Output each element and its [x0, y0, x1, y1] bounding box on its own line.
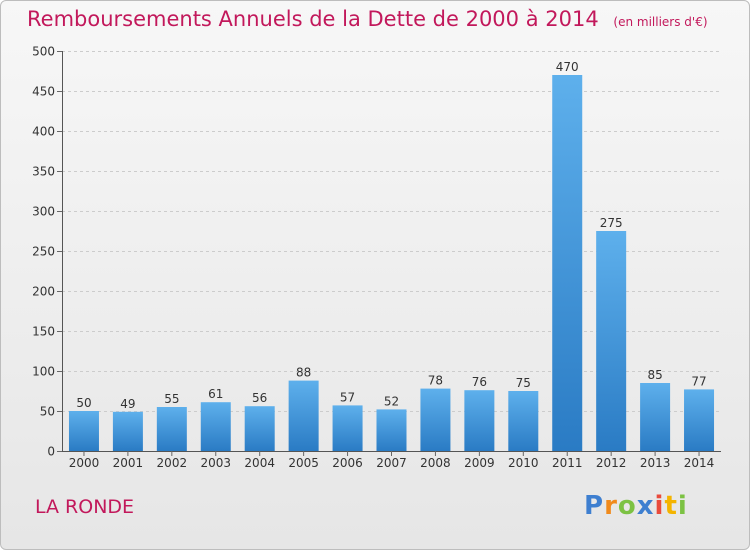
bar-value-label: 470: [556, 60, 579, 74]
x-tick-label: 2003: [200, 456, 231, 470]
bar-2010: [508, 391, 539, 451]
x-tick-label: 2010: [508, 456, 539, 470]
bar-value-label: 49: [120, 397, 135, 411]
bar-2007: [376, 409, 407, 451]
x-tick-label: 2004: [244, 456, 275, 470]
x-tick-label: 2001: [113, 456, 144, 470]
chart-unit: (en milliers d'€): [613, 15, 708, 29]
x-tick-label: 2002: [157, 456, 188, 470]
y-tick-label: 400: [32, 125, 55, 139]
logo-letter: t: [664, 491, 678, 521]
bar-2005: [288, 380, 319, 451]
bar-value-label: 85: [647, 368, 662, 382]
y-tick-label: 50: [40, 405, 55, 419]
bar-value-label: 56: [252, 391, 267, 405]
labels-layer: 0 50 100 150 200 250 300 350 400 450 500 50 2000 49 20…: [32, 45, 714, 471]
bar-value-label: 77: [691, 374, 706, 388]
bar-value-label: 76: [472, 375, 487, 389]
bar-2013: [640, 383, 671, 451]
bar-2012: [596, 231, 627, 451]
bar-2008: [420, 388, 451, 451]
x-tick-label: 2000: [69, 456, 100, 470]
bar-2000: [68, 411, 99, 451]
bar-value-label: 50: [76, 396, 91, 410]
logo-letter: i: [654, 491, 665, 521]
x-tick-label: 2008: [420, 456, 451, 470]
bar-value-label: 57: [340, 390, 355, 404]
y-tick-label: 500: [32, 45, 55, 59]
logo-letter: o: [617, 491, 637, 521]
x-tick-label: 2011: [552, 456, 583, 470]
y-tick-label: 450: [32, 85, 55, 99]
x-tick-label: 2005: [288, 456, 319, 470]
bar-value-label: 78: [428, 374, 443, 388]
bar-value-label: 61: [208, 387, 223, 401]
logo-letter: r: [604, 491, 618, 521]
y-tick-label: 350: [32, 165, 55, 179]
bar-value-label: 275: [600, 216, 623, 230]
logo-letter: x: [636, 491, 655, 521]
y-tick-label: 150: [32, 325, 55, 339]
x-tick-label: 2006: [332, 456, 363, 470]
x-tick-label: 2009: [464, 456, 495, 470]
bar-2001: [112, 411, 143, 451]
y-tick-label: 100: [32, 365, 55, 379]
logo-letter: P: [584, 491, 605, 521]
y-tick-label: 250: [32, 245, 55, 259]
logo-letter: i: [677, 491, 688, 521]
grid-layer: [57, 51, 721, 456]
bar-2002: [156, 407, 187, 451]
x-tick-label: 2012: [596, 456, 627, 470]
y-tick-label: 300: [32, 205, 55, 219]
bar-2006: [332, 405, 363, 451]
bars-layer: [68, 75, 715, 451]
x-tick-label: 2007: [376, 456, 407, 470]
town-name: LA RONDE: [35, 496, 135, 518]
chart-title: Remboursements Annuels de la Dette de 20…: [27, 7, 708, 31]
bar-value-label: 55: [164, 392, 179, 406]
x-tick-label: 2014: [684, 456, 715, 470]
bar-value-label: 52: [384, 394, 399, 408]
x-tick-label: 2013: [640, 456, 671, 470]
y-tick-label: 200: [32, 285, 55, 299]
bar-2004: [244, 406, 275, 451]
chart-title-text: Remboursements Annuels de la Dette de 20…: [27, 7, 599, 31]
bar-2014: [684, 389, 715, 451]
bar-2011: [552, 75, 583, 451]
bar-2009: [464, 390, 495, 451]
bar-2003: [200, 402, 231, 451]
bar-value-label: 75: [516, 376, 531, 390]
y-tick-label: 0: [47, 445, 55, 459]
proxiti-logo: Proxiti: [584, 491, 688, 521]
bar-value-label: 88: [296, 366, 311, 380]
